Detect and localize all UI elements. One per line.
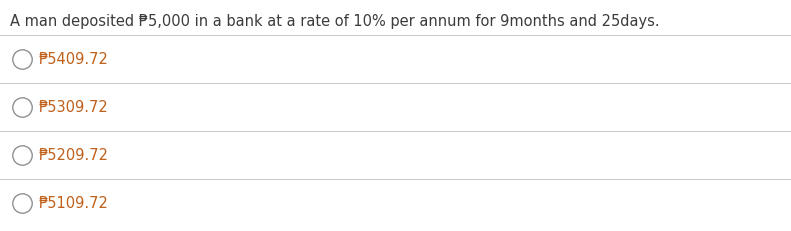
Text: ₱5209.72: ₱5209.72 xyxy=(38,148,108,162)
Text: A man deposited ₱5,000 in a bank at a rate of 10% per annum for 9months and 25da: A man deposited ₱5,000 in a bank at a ra… xyxy=(10,14,664,29)
Text: ₱5109.72: ₱5109.72 xyxy=(38,195,108,210)
Text: ₱5409.72: ₱5409.72 xyxy=(38,52,108,67)
Text: ₱5309.72: ₱5309.72 xyxy=(38,100,108,115)
